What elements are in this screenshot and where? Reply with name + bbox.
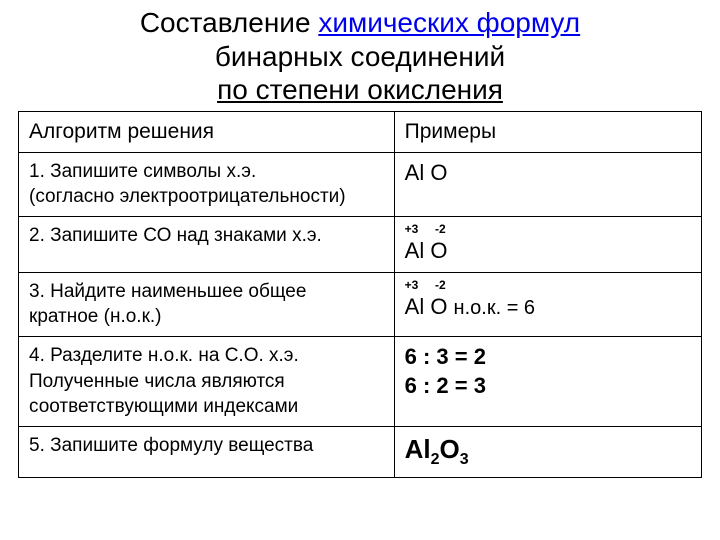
example-text: 6 : 3 = 2 <box>405 344 486 369</box>
table-row: 2. Запишите СО над знаками х.э. +3 -2 Al… <box>19 217 702 273</box>
oxidation-states: +3 -2 <box>405 279 691 291</box>
algo-cell-1: 1. Запишите символы х.э. (согласно элект… <box>19 152 395 216</box>
example-text: 6 : 2 = 3 <box>405 373 486 398</box>
oxidation-states: +3 -2 <box>405 223 691 235</box>
algo-cell-3: 3. Найдите наименьшее общее кратное (н.о… <box>19 272 395 336</box>
example-text: Al O <box>405 160 448 185</box>
header-algo: Алгоритм решения <box>19 111 395 152</box>
nok-text: н.о.к. = 6 <box>454 297 536 319</box>
example-text: Al O <box>405 294 454 319</box>
title-line2: бинарных соединений <box>215 41 505 72</box>
example-cell-2: +3 -2 Al O <box>394 217 701 273</box>
example-cell-5: Al2O3 <box>394 426 701 477</box>
formula-subscript: 2 <box>431 451 440 468</box>
chemical-formula: Al2O3 <box>405 434 469 464</box>
algo-text: 2. Запишите СО над знаками х.э. <box>29 225 322 246</box>
header-examples: Примеры <box>394 111 701 152</box>
algorithm-table: Алгоритм решения Примеры 1. Запишите сим… <box>18 111 702 478</box>
algo-cell-2: 2. Запишите СО над знаками х.э. <box>19 217 395 273</box>
title-pre: Составление <box>140 7 318 38</box>
title-line3: по степени окисления <box>217 74 503 105</box>
title-link[interactable]: химических формул <box>318 7 580 38</box>
table-row: 3. Найдите наименьшее общее кратное (н.о… <box>19 272 702 336</box>
algo-text: кратное (н.о.к.) <box>29 306 162 327</box>
table-row: 1. Запишите символы х.э. (согласно элект… <box>19 152 702 216</box>
algo-text: соответствующими индексами <box>29 396 298 417</box>
algo-text: 3. Найдите наименьшее общее <box>29 281 306 302</box>
formula-element: O <box>440 434 460 464</box>
algo-cell-4: 4. Разделите н.о.к. на С.О. х.э. Получен… <box>19 336 395 426</box>
example-cell-4: 6 : 3 = 2 6 : 2 = 3 <box>394 336 701 426</box>
algo-text: Полученные числа являются <box>29 371 285 392</box>
example-text: Al O <box>405 238 448 263</box>
algo-text: 1. Запишите символы х.э. <box>29 161 256 182</box>
algo-cell-5: 5. Запишите формулу вещества <box>19 426 395 477</box>
table-header-row: Алгоритм решения Примеры <box>19 111 702 152</box>
table-row: 5. Запишите формулу вещества Al2O3 <box>19 426 702 477</box>
algo-text: 4. Разделите н.о.к. на С.О. х.э. <box>29 345 299 366</box>
table-row: 4. Разделите н.о.к. на С.О. х.э. Получен… <box>19 336 702 426</box>
algo-text: 5. Запишите формулу вещества <box>29 435 313 456</box>
example-cell-3: +3 -2 Al O н.о.к. = 6 <box>394 272 701 336</box>
formula-subscript: 3 <box>460 451 469 468</box>
page-title: Составление химических формул бинарных с… <box>0 0 720 111</box>
formula-element: Al <box>405 434 431 464</box>
algo-text: (согласно электроотрицательности) <box>29 186 346 207</box>
example-cell-1: Al O <box>394 152 701 216</box>
